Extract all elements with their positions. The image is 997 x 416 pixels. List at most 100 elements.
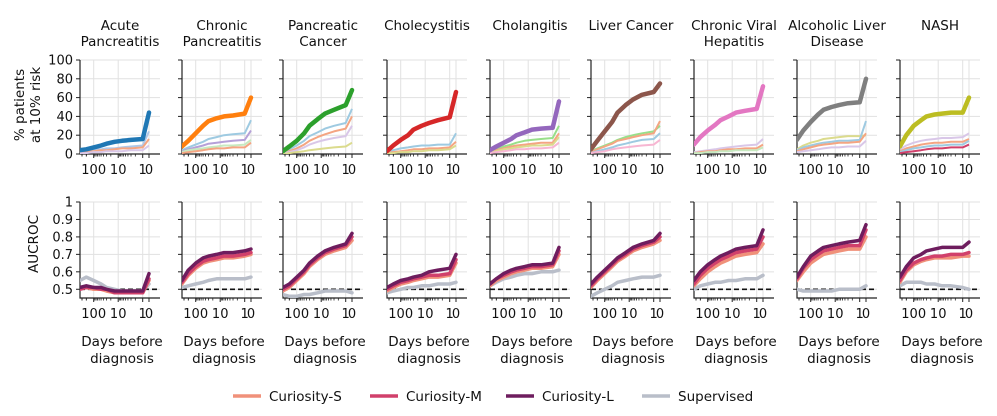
legend-label: Supervised xyxy=(678,389,753,405)
x-tick-label: 100 xyxy=(491,307,516,322)
x-tick-label: 10 xyxy=(724,163,741,178)
x-tick-label: 1 xyxy=(959,163,967,178)
risk-line-main xyxy=(694,84,766,147)
x-tick-label: 0 xyxy=(452,307,460,322)
risk-line-other xyxy=(387,144,457,154)
risk-line-main xyxy=(182,95,254,149)
auc-line-curiosity-m xyxy=(182,250,253,285)
x-axis-label: Days before diagnosis xyxy=(491,334,572,367)
top-axes: 100 10 10 xyxy=(793,59,877,178)
x-tick-label: 10 xyxy=(827,307,844,322)
x-axis-label: Days before diagnosis xyxy=(284,334,365,367)
bottom-row-ylabel: AUCROC xyxy=(26,215,42,273)
y-tick-label: 0.6 xyxy=(52,265,73,280)
x-tick-label: 1 xyxy=(549,307,557,322)
x-tick-label: 1 xyxy=(241,307,249,322)
x-tick-label: 10 xyxy=(621,307,638,322)
x-tick-label: 100 xyxy=(183,307,208,322)
x-tick-label: 0 xyxy=(759,307,767,322)
legend-item: Curiosity-M xyxy=(370,389,482,405)
risk-line-other xyxy=(900,138,970,153)
auc-line-curiosity-l xyxy=(387,252,458,290)
x-tick-label: 1 xyxy=(650,163,658,178)
panel-title: NASH xyxy=(921,18,959,34)
x-tick-label: 10 xyxy=(212,307,229,322)
x-tick-label: 100 xyxy=(798,307,823,322)
risk-line-main xyxy=(591,81,663,152)
risk-line-other xyxy=(182,141,252,154)
x-tick-label: 10 xyxy=(930,163,947,178)
auc-line-curiosity-l xyxy=(797,222,868,279)
x-tick-label: 100 xyxy=(284,307,309,322)
x-tick-label: 10 xyxy=(930,307,947,322)
top-row-ylabel: % patientsat 10% risk xyxy=(12,67,44,143)
auc-line-curiosity-l xyxy=(283,231,354,290)
auc-line-supervised xyxy=(900,280,971,292)
legend-item: Curiosity-L xyxy=(506,389,614,405)
x-axis-label: Days before diagnosis xyxy=(695,334,776,367)
x-tick-label: 0 xyxy=(555,163,563,178)
legend-label: Curiosity-S xyxy=(269,389,342,405)
x-tick-label: 0 xyxy=(555,307,563,322)
risk-line-other xyxy=(797,132,867,153)
x-tick-label: 0 xyxy=(759,163,767,178)
auc-line-curiosity-m xyxy=(900,250,971,283)
x-tick-label: 1 xyxy=(139,307,147,322)
x-axis-label: Days before diagnosis xyxy=(798,334,879,367)
bottom-series xyxy=(797,222,877,293)
y-tick-label: 0.5 xyxy=(52,283,73,298)
risk-line-other xyxy=(387,132,457,154)
bottom-series xyxy=(694,228,774,292)
x-tick-label: 10 xyxy=(520,307,537,322)
x-axis-label: Days before diagnosis xyxy=(901,334,982,367)
top-series xyxy=(490,99,562,154)
panel-title: Pancreatic Cancer xyxy=(288,18,358,50)
risk-line-main xyxy=(900,95,972,149)
top-axes: 100 10 10 xyxy=(690,59,774,178)
x-tick-label: 1 xyxy=(549,163,557,178)
x-tick-label: 100 xyxy=(592,307,617,322)
risk-line-main xyxy=(80,110,152,153)
auc-line-curiosity-m xyxy=(694,235,765,286)
auc-line-supervised xyxy=(694,273,765,292)
panel-title: Cholecystitis xyxy=(384,18,470,34)
x-tick-label: 10 xyxy=(724,307,741,322)
legend: Curiosity-S Curiosity-M Curiosity-L Supervi… xyxy=(233,389,753,405)
x-axis-label: Days before diagnosis xyxy=(592,334,673,367)
panel-title: Alcoholic Liver Disease xyxy=(788,18,886,50)
x-tick-label: 100 xyxy=(798,163,823,178)
x-tick-label: 0 xyxy=(145,307,153,322)
x-tick-label: 100 xyxy=(491,163,516,178)
x-tick-label: 10 xyxy=(417,307,434,322)
x-tick-label: 100 xyxy=(695,307,720,322)
x-tick-label: 100 xyxy=(388,163,413,178)
risk-line-other xyxy=(797,134,867,151)
risk-line-other xyxy=(283,141,353,154)
risk-line-other xyxy=(490,141,560,154)
bottom-series xyxy=(80,271,160,295)
bottom-series xyxy=(283,231,363,298)
x-tick-label: 10 xyxy=(110,163,127,178)
y-tick-label: 100 xyxy=(48,54,73,69)
legend-item: Supervised xyxy=(642,389,753,405)
auc-line-curiosity-l xyxy=(80,271,151,293)
top-series xyxy=(283,87,355,154)
auc-line-supervised xyxy=(387,280,458,295)
risk-line-other xyxy=(591,139,661,154)
top-axes: 100 10 10 xyxy=(486,59,570,178)
top-axes: 100 10 10 xyxy=(383,59,467,178)
x-tick-label: 0 xyxy=(452,163,460,178)
legend-label: Curiosity-M xyxy=(406,389,482,405)
x-tick-label: 1 xyxy=(959,307,967,322)
x-tick-label: 0 xyxy=(348,307,356,322)
risk-line-other xyxy=(182,139,252,154)
risk-line-other xyxy=(591,132,661,154)
